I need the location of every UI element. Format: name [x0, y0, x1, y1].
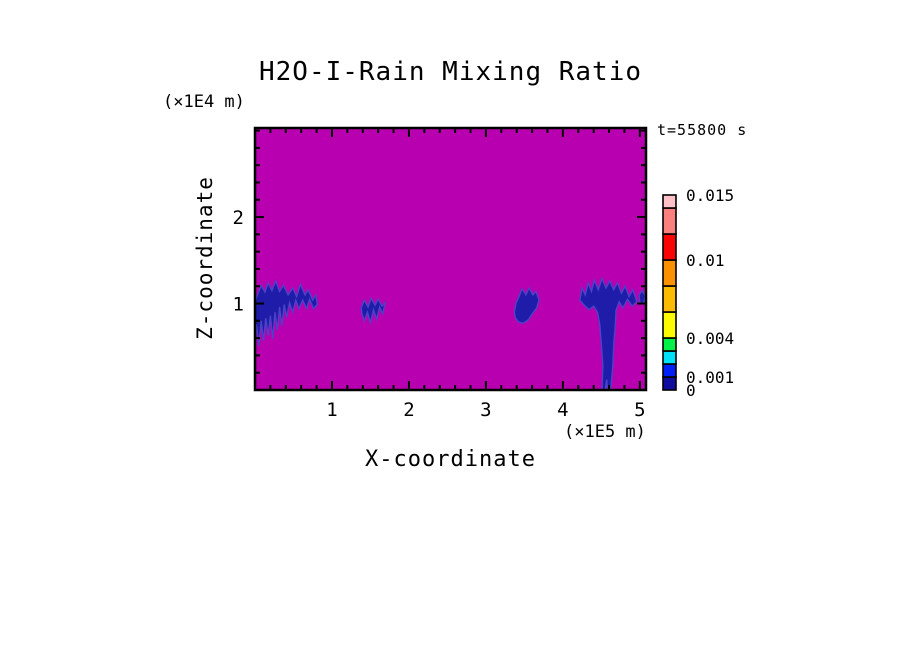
- colorbar-cell: [662, 233, 677, 261]
- colorbar-cell: [662, 194, 677, 209]
- rain-cell-left: [255, 279, 319, 346]
- colorbar-cell: [662, 311, 677, 339]
- plot-area: [255, 128, 646, 390]
- z-tick-label: 2: [233, 207, 244, 229]
- rain-speckle-right-edge: [638, 289, 646, 305]
- colorbar-tick-label: 0.015: [686, 186, 734, 205]
- colorbar-cell: [662, 207, 677, 235]
- x-tick-label: 4: [557, 399, 568, 421]
- colorbar-cell: [662, 259, 677, 287]
- rain-storm-column: [579, 276, 638, 390]
- rain-cell-2: [360, 296, 387, 326]
- x-tick-label: 5: [634, 399, 645, 421]
- colorbar-tick-label: 0.01: [686, 251, 725, 270]
- colorbar-cell: [662, 350, 677, 365]
- colorbar-tick-label: 0: [686, 381, 696, 400]
- z-axis-units: (×1E4 m): [163, 92, 245, 112]
- x-axis-units: (×1E5 m): [564, 422, 646, 442]
- x-axis-label: X-coordinate: [365, 447, 536, 472]
- z-tick-label: 1: [233, 294, 244, 316]
- chart-title: H2O-I-Rain Mixing Ratio: [258, 57, 643, 87]
- colorbar-tick-label: 0.004: [686, 329, 734, 348]
- colorbar-tick-label: 0.001: [686, 368, 734, 387]
- x-tick-label: 1: [326, 399, 337, 421]
- colorbar-cell: [662, 376, 677, 391]
- rain-cell-3: [513, 286, 540, 325]
- x-tick-label: 2: [403, 399, 414, 421]
- x-tick-label: 3: [480, 399, 491, 421]
- colorbar-cell: [662, 337, 677, 352]
- colorbar-cell: [662, 363, 677, 378]
- time-annotation: t=55800 s: [657, 121, 748, 139]
- plot-frame: [253, 126, 648, 392]
- colorbar-cell: [662, 285, 677, 313]
- z-axis-label: Z-coordinate: [193, 176, 217, 340]
